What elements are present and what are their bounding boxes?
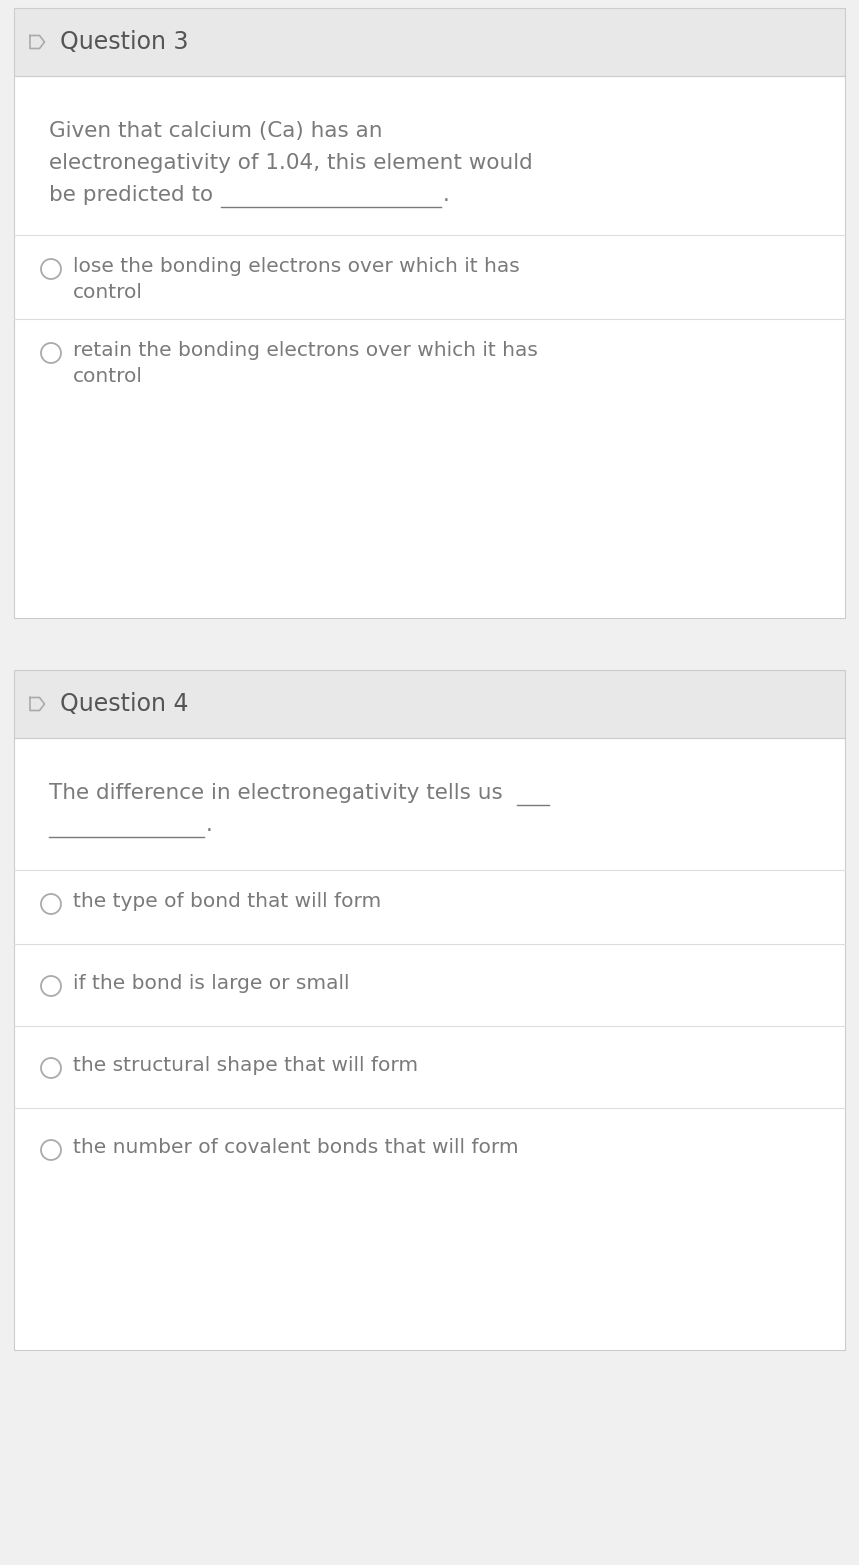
Text: the number of covalent bonds that will form: the number of covalent bonds that will f…	[73, 1138, 519, 1157]
Text: Question 4: Question 4	[60, 692, 188, 717]
Text: .: .	[206, 815, 213, 836]
Text: the structural shape that will form: the structural shape that will form	[73, 1056, 418, 1075]
FancyBboxPatch shape	[14, 739, 845, 1351]
Text: control: control	[73, 368, 143, 387]
Text: electronegativity of 1.04, this element would: electronegativity of 1.04, this element …	[49, 153, 533, 174]
FancyBboxPatch shape	[14, 670, 845, 739]
Text: lose the bonding electrons over which it has: lose the bonding electrons over which it…	[73, 257, 520, 275]
FancyBboxPatch shape	[14, 77, 845, 618]
Text: retain the bonding electrons over which it has: retain the bonding electrons over which …	[73, 341, 538, 360]
Text: Given that calcium (Ca) has an: Given that calcium (Ca) has an	[49, 121, 382, 141]
Text: the type of bond that will form: the type of bond that will form	[73, 892, 381, 911]
Text: if the bond is large or small: if the bond is large or small	[73, 973, 350, 994]
Text: Question 3: Question 3	[60, 30, 188, 55]
Text: .: .	[443, 185, 450, 205]
Text: be predicted to: be predicted to	[49, 185, 213, 205]
Text: control: control	[73, 283, 143, 302]
FancyBboxPatch shape	[14, 8, 845, 77]
Text: The difference in electronegativity tells us: The difference in electronegativity tell…	[49, 782, 503, 803]
